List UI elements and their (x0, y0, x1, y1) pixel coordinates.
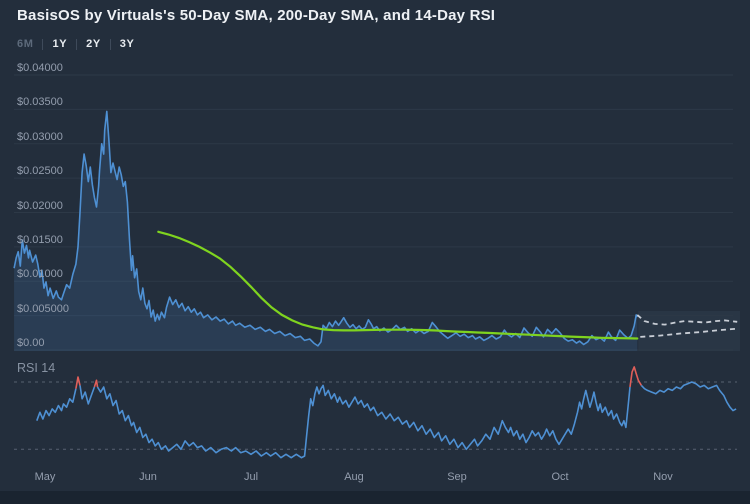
range-option-3y[interactable]: 3Y (119, 38, 135, 50)
range-option-1y[interactable]: 1Y (52, 38, 68, 50)
footer-strip (0, 491, 750, 504)
y-axis-label: $0.01000 (17, 268, 63, 280)
forecast_lower-dashed-line (640, 327, 738, 338)
y-axis-label: $0.01500 (17, 234, 63, 246)
rsi-line-overbought (75, 376, 81, 389)
forecast-region (638, 311, 740, 351)
rsi-line (96, 384, 631, 459)
range-selector: 6M 1Y 2Y 3Y (17, 36, 134, 52)
y-axis-label: $0.03000 (17, 131, 63, 143)
range-separator (76, 38, 78, 50)
x-axis-label: May (34, 471, 56, 483)
y-axis-label: $0.03500 (17, 96, 63, 108)
y-axis-label: $0.02000 (17, 200, 63, 212)
range-separator (42, 38, 44, 50)
price-line (13, 110, 639, 347)
sma_50_day-line (157, 230, 639, 340)
y-axis-label: $0.005000 (17, 303, 69, 315)
rsi-line (640, 381, 737, 412)
x-axis-label: Oct (551, 471, 569, 483)
x-axis-label: Nov (653, 471, 673, 483)
range-separator (109, 38, 111, 50)
x-axis-label: Sep (447, 471, 467, 483)
rsi-line (36, 388, 77, 421)
y-axis-label: $0.02500 (17, 165, 63, 177)
range-option-6m[interactable]: 6M (17, 38, 34, 50)
rsi-line (79, 385, 96, 405)
page-title: BasisOS by Virtuals's 50-Day SMA, 200-Da… (17, 7, 496, 24)
x-axis-label: Jul (243, 471, 259, 483)
y-axis-label: $0.04000 (17, 62, 63, 74)
price-area-fill (14, 111, 638, 352)
rsi-line-overbought (93, 379, 99, 388)
x-axis-label: Jun (139, 471, 157, 483)
rsi-line-overbought (629, 366, 643, 388)
range-option-2y[interactable]: 2Y (86, 38, 101, 50)
rsi-label: RSI 14 (17, 361, 56, 375)
y-axis-label: $0.00 (17, 337, 45, 349)
x-axis-label: Aug (344, 471, 364, 483)
forecast_upper-dashed-line (636, 314, 738, 326)
